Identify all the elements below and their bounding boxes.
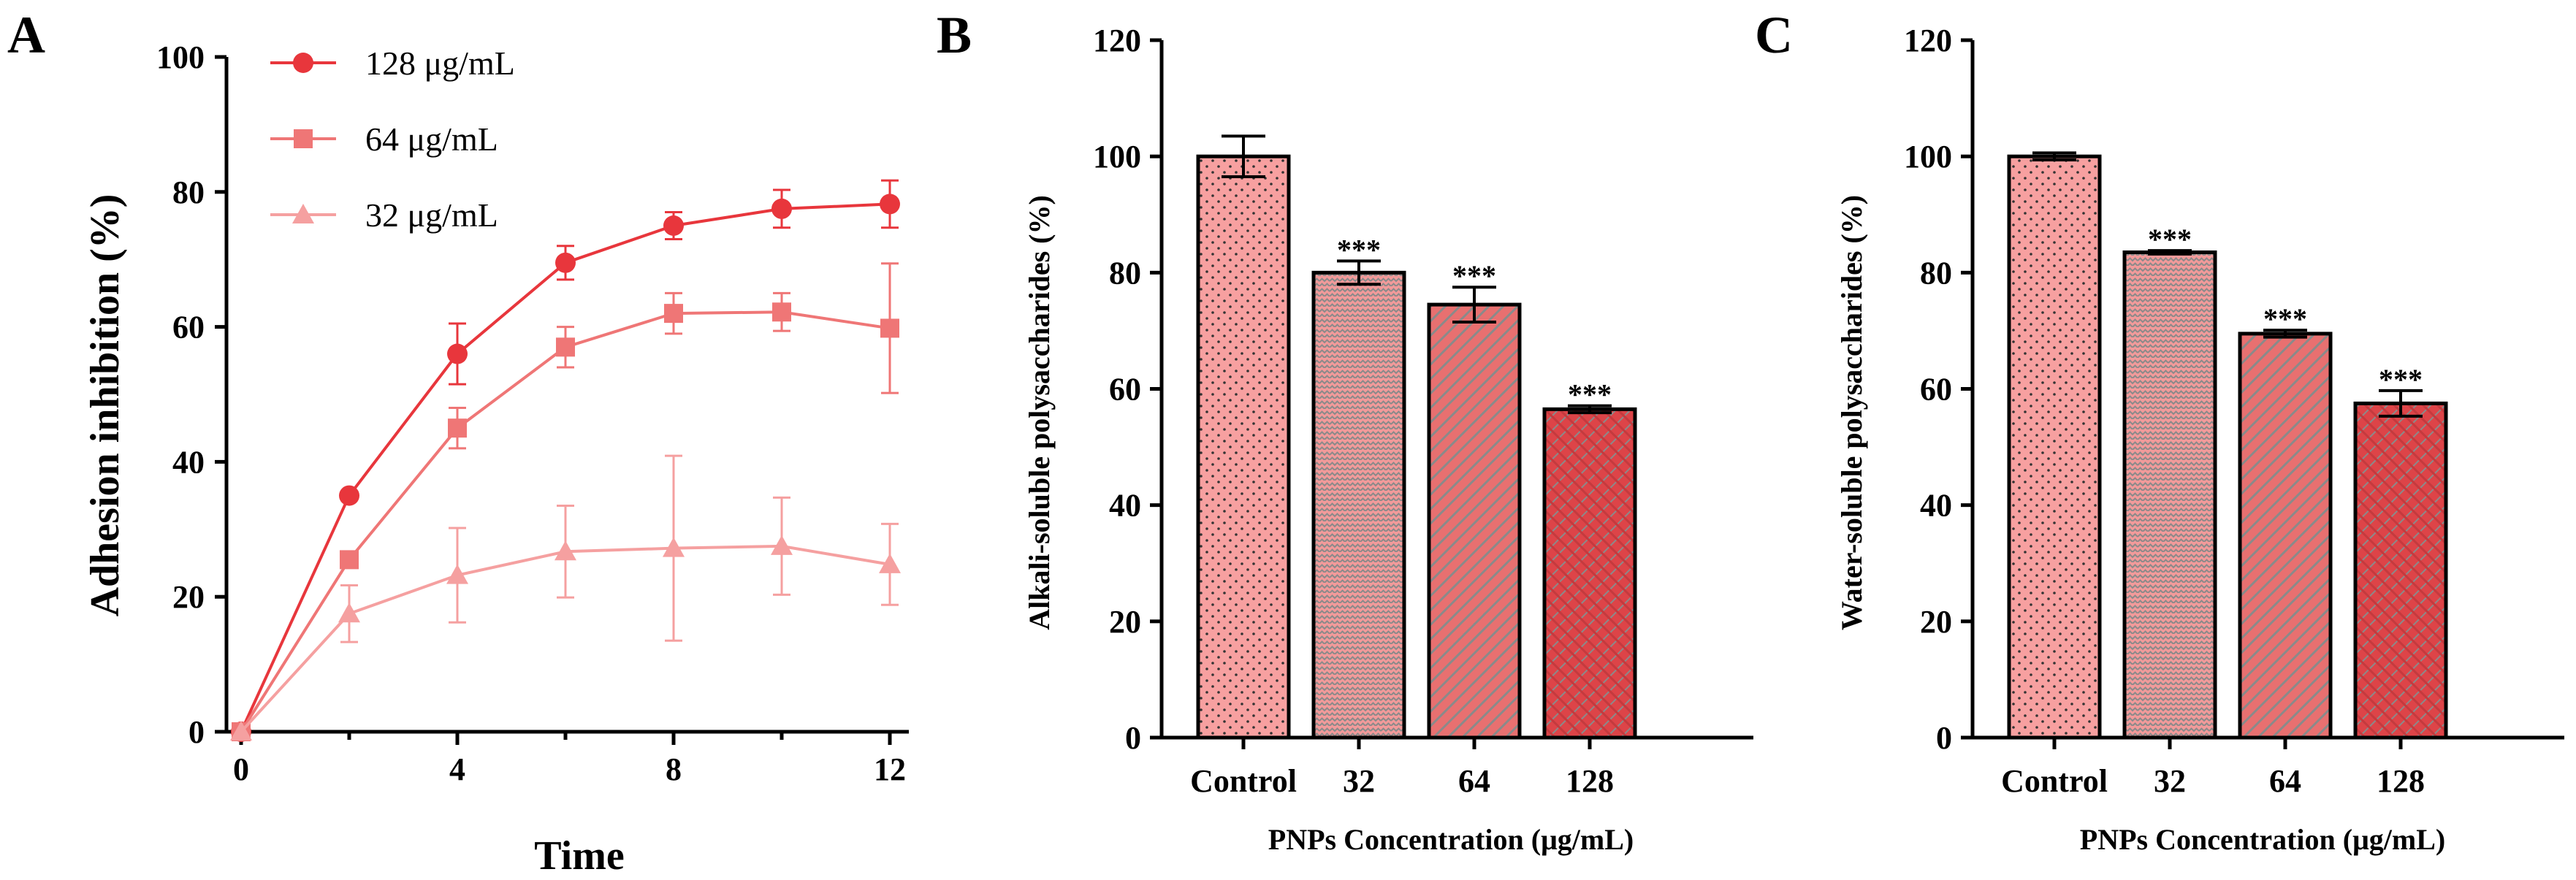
y-tick-label: 100 xyxy=(1093,139,1141,175)
significance-label: *** xyxy=(1337,233,1381,266)
bar xyxy=(2122,250,2217,740)
data-point xyxy=(339,485,359,506)
y-tick-label: 80 xyxy=(172,175,205,210)
y-tick-label: 20 xyxy=(1109,604,1141,640)
y-tick-label: 60 xyxy=(1109,372,1141,408)
y-tick-label: 0 xyxy=(1936,720,1952,756)
x-tick-label: 8 xyxy=(666,751,682,787)
series-line xyxy=(240,202,891,732)
x-tick-label: 32 xyxy=(1343,763,1375,799)
bar xyxy=(1196,154,1291,740)
x-tick-label: Control xyxy=(2001,763,2108,799)
y-tick-label: 80 xyxy=(1109,255,1141,291)
y-tick-label: 60 xyxy=(172,310,205,345)
y-tick-label: 100 xyxy=(1904,139,1952,175)
x-axis-label: Time xyxy=(534,833,624,879)
y-tick-label: 0 xyxy=(188,714,205,750)
legend-marker xyxy=(294,129,313,148)
x-axis-label: PNPs Concentration (μg/mL) xyxy=(1268,823,1634,856)
panel-label-c: C xyxy=(1755,6,1793,64)
x-tick-label: 12 xyxy=(874,751,906,787)
y-axis-label: Alkali-soluble polysaccharides (%) xyxy=(1023,195,1056,630)
bar xyxy=(1427,302,1522,740)
legend-marker xyxy=(293,53,313,73)
y-tick-label: 20 xyxy=(1920,604,1952,640)
significance-label: *** xyxy=(2263,302,2307,335)
y-tick-label: 100 xyxy=(156,39,205,75)
line-chart-adhesion: Adhesion inhibition (%) Time 02040608010… xyxy=(83,39,909,879)
y-tick-label: 120 xyxy=(1093,23,1141,58)
y-axis-label: Water-soluble polysaccharides (%) xyxy=(1835,195,1868,630)
y-tick-label: 40 xyxy=(1920,488,1952,524)
data-point xyxy=(664,304,683,324)
x-tick-label: 128 xyxy=(2377,763,2425,799)
data-point xyxy=(880,318,899,338)
significance-label: *** xyxy=(2148,223,2192,256)
panel-label-a: A xyxy=(7,6,45,64)
x-tick-label: 0 xyxy=(233,751,249,787)
data-point xyxy=(771,535,793,555)
data-point xyxy=(230,721,252,741)
y-tick-label: 40 xyxy=(172,444,205,480)
y-axis-label: Adhesion inhibition (%) xyxy=(83,194,128,617)
data-point xyxy=(446,564,468,584)
data-point xyxy=(447,343,468,364)
data-point xyxy=(772,302,791,322)
y-tick-label: 60 xyxy=(1920,372,1952,408)
data-point xyxy=(663,537,685,557)
bar-chart-alkali: Alkali-soluble polysaccharides (%) PNPs … xyxy=(1023,23,1753,856)
significance-label: *** xyxy=(1568,378,1612,411)
data-point xyxy=(663,215,684,236)
data-point xyxy=(555,540,576,561)
data-point xyxy=(338,602,360,623)
legend-label: 64 μg/mL xyxy=(365,120,498,158)
data-point xyxy=(340,550,359,570)
bar xyxy=(2353,401,2448,740)
data-point xyxy=(555,252,576,273)
y-tick-label: 80 xyxy=(1920,255,1952,291)
x-tick-label: 64 xyxy=(2269,763,2301,799)
data-point xyxy=(879,553,901,573)
legend-label: 32 μg/mL xyxy=(365,196,498,234)
data-point xyxy=(448,418,467,438)
x-axis-label: PNPs Concentration (μg/mL) xyxy=(2080,823,2445,856)
bar xyxy=(2007,154,2102,740)
x-tick-label: 32 xyxy=(2154,763,2186,799)
x-tick-label: 128 xyxy=(1566,763,1614,799)
x-tick-label: 64 xyxy=(1458,763,1490,799)
data-point xyxy=(880,194,900,215)
y-tick-label: 0 xyxy=(1125,720,1141,756)
bar xyxy=(2238,332,2333,740)
bar-chart-water: Water-soluble polysaccharides (%) PNPs C… xyxy=(1835,23,2564,856)
data-point xyxy=(556,337,575,357)
legend-label: 128 μg/mL xyxy=(365,45,515,82)
legend-marker xyxy=(292,204,314,223)
panel-label-b: B xyxy=(937,6,972,64)
y-tick-label: 40 xyxy=(1109,488,1141,524)
y-tick-label: 120 xyxy=(1904,23,1952,58)
significance-label: *** xyxy=(2379,363,2423,396)
bar xyxy=(1311,270,1406,740)
y-tick-label: 20 xyxy=(172,579,205,615)
bar xyxy=(1542,407,1637,740)
significance-label: *** xyxy=(1452,259,1496,292)
x-tick-label: Control xyxy=(1190,763,1297,799)
x-tick-label: 4 xyxy=(449,751,465,787)
data-point xyxy=(771,198,792,219)
